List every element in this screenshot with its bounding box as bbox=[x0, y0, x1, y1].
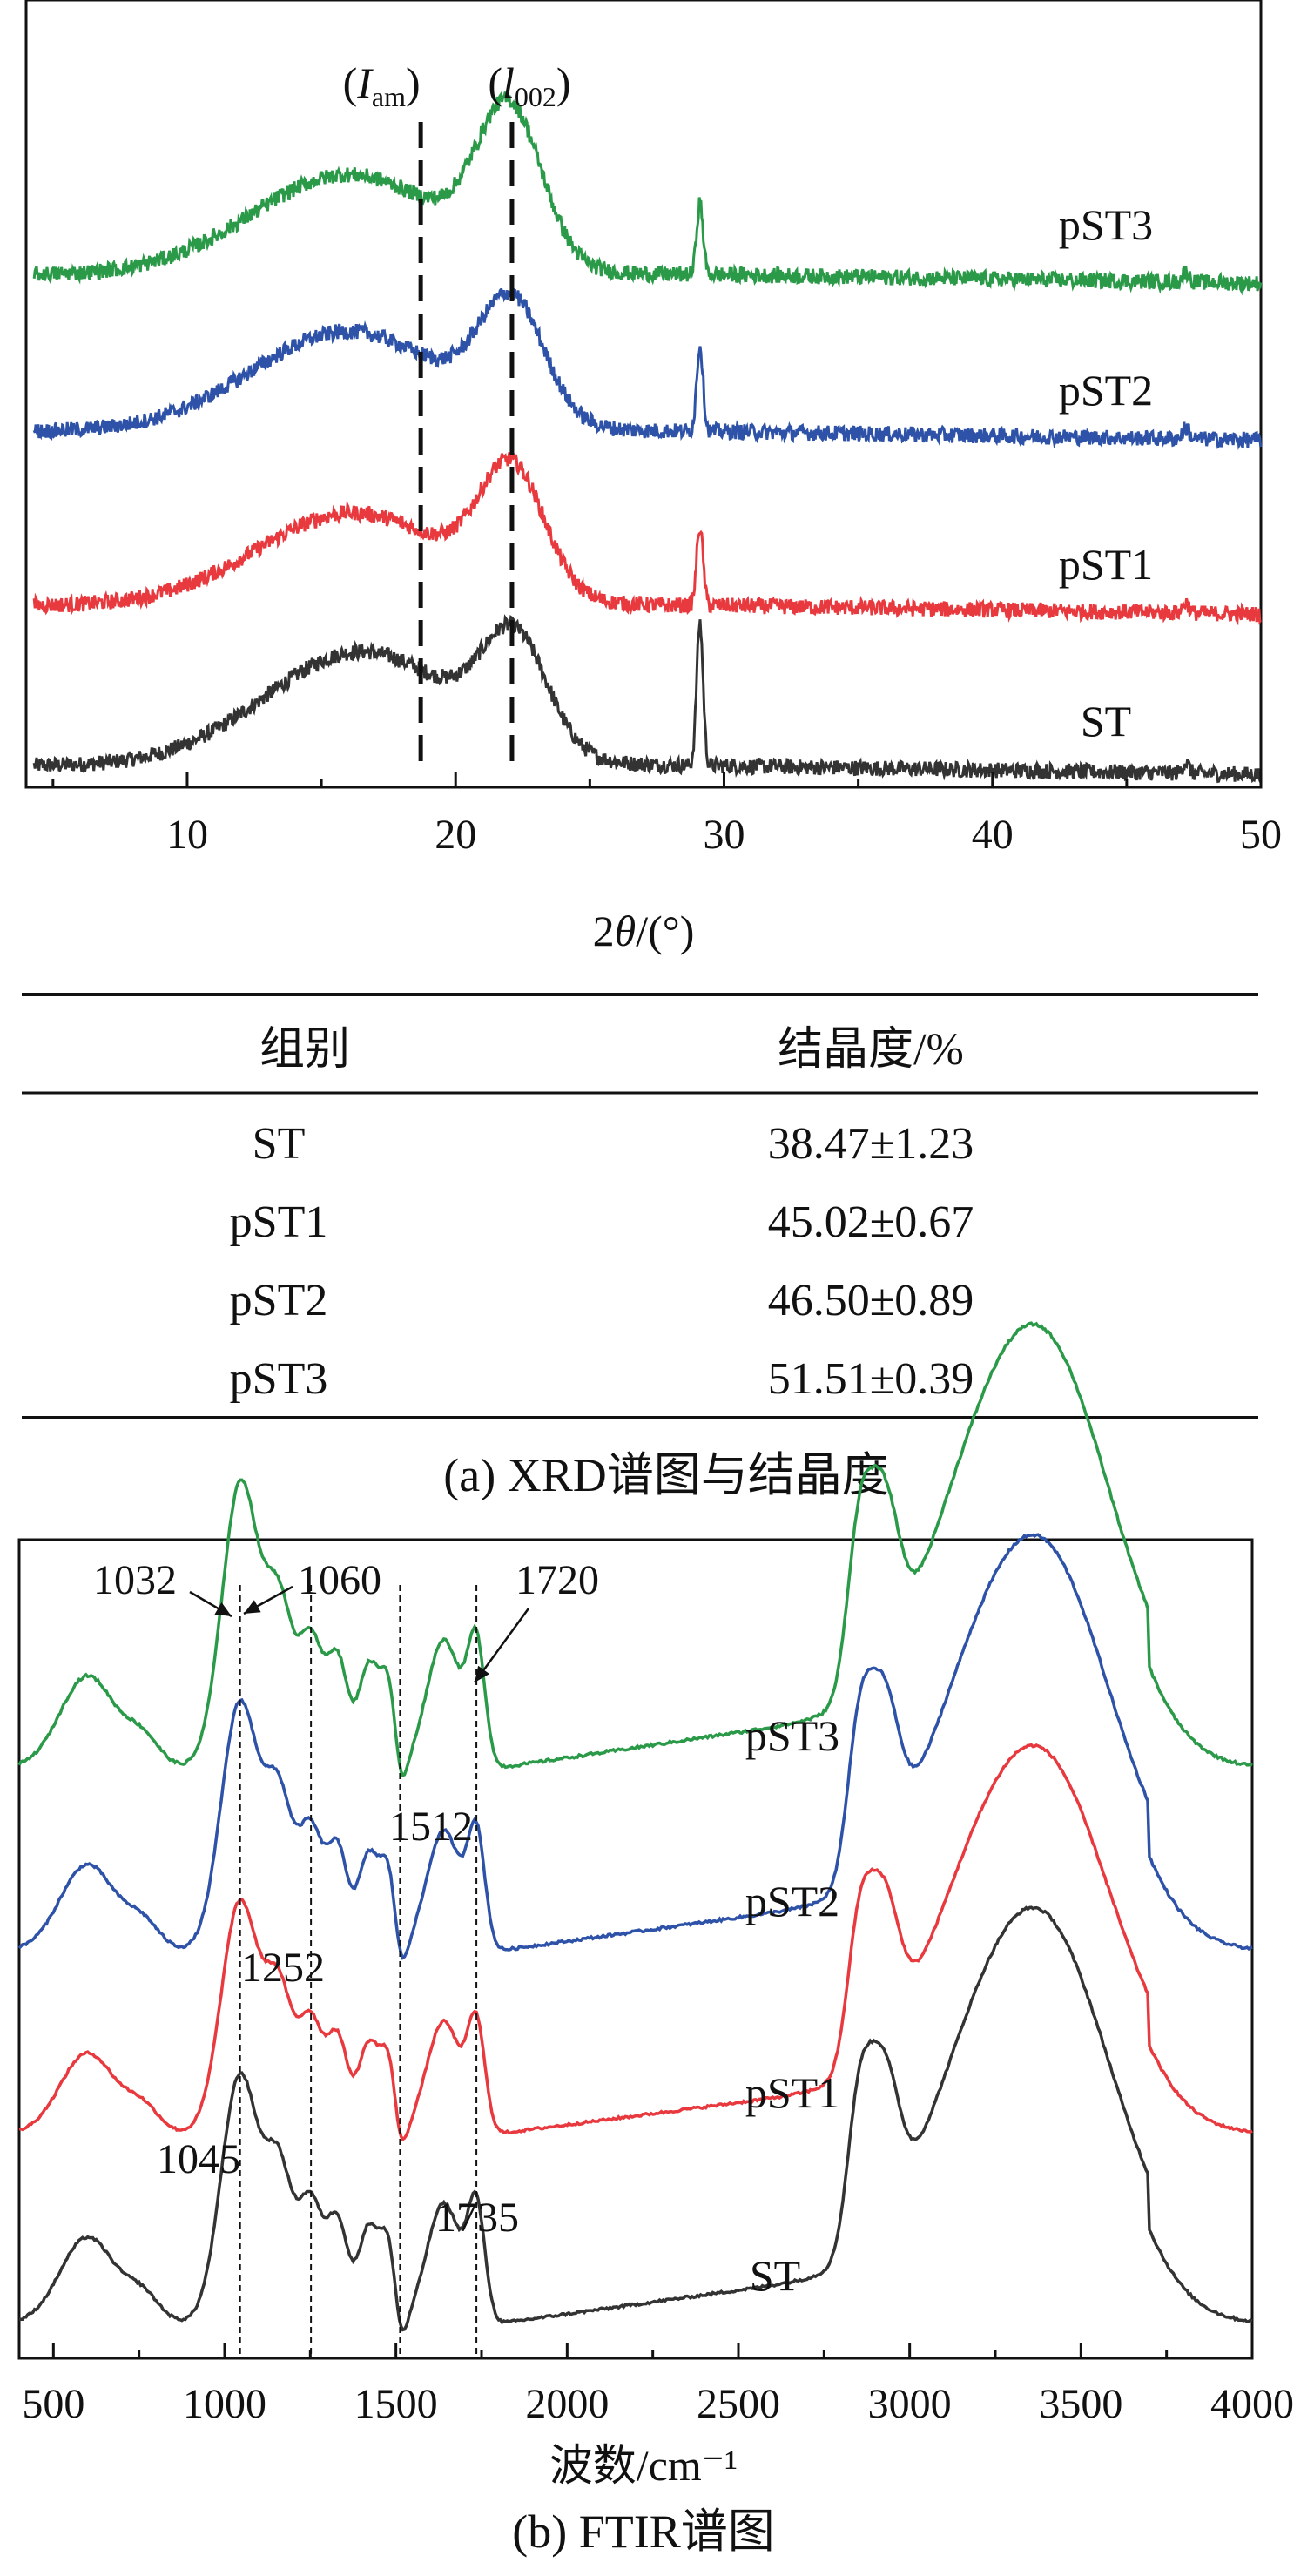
xrd-x-tick-label: 40 bbox=[972, 812, 1014, 858]
table-cell-crystallinity: 46.50±0.89 bbox=[768, 1276, 974, 1325]
xrd-series-label-pst1: pST1 bbox=[1059, 540, 1153, 589]
table-header-group: 组别 bbox=[259, 1025, 350, 1075]
xrd-plot-frame bbox=[24, 0, 1263, 789]
xrd-series-label-st: ST bbox=[1081, 697, 1131, 745]
xrd-series-label-pst2: pST2 bbox=[1059, 366, 1153, 415]
table-cell-group: pST1 bbox=[230, 1197, 328, 1247]
xrd-series-pst2 bbox=[32, 287, 1263, 451]
table-cell-crystallinity: 38.47±1.23 bbox=[768, 1119, 974, 1169]
ftir-series-label-pst2: pST2 bbox=[745, 1877, 839, 1925]
table-header-crystallinity: 结晶度/% bbox=[778, 1025, 964, 1075]
ftir-chart: 500 1000 1500 2000 2500 3000 3500 4000 ST pST1 pS… bbox=[17, 1321, 1294, 2490]
table-cell-crystallinity: 51.51±0.39 bbox=[768, 1354, 974, 1404]
ftir-series-pst1 bbox=[18, 1743, 1253, 2142]
ftir-annotation-arrowhead-1 bbox=[214, 1602, 232, 1616]
xrd-chart: (Iam) (l002) 10 20 30 40 50 ST pST1 pST2 pST3 2θ… bbox=[24, 0, 1282, 955]
ftir-x-tick-label: 4000 bbox=[1210, 2381, 1294, 2427]
xrd-x-tick-label: 20 bbox=[435, 812, 476, 858]
xrd-x-tick-label: 30 bbox=[703, 812, 745, 858]
table-cell-crystallinity: 45.02±0.67 bbox=[768, 1197, 974, 1247]
xrd-x-tick-label: 50 bbox=[1240, 812, 1282, 858]
ftir-series-pst2 bbox=[17, 1533, 1253, 1960]
ftir-peak-label-1512: 1512 bbox=[389, 1804, 473, 1850]
ftir-peak-label-1735: 1735 bbox=[435, 2195, 519, 2241]
ftir-x-tick-label: 1500 bbox=[354, 2381, 438, 2427]
xrd-series-pst3 bbox=[32, 90, 1263, 296]
ftir-x-axis-title: 波数/cm⁻¹ bbox=[549, 2441, 738, 2490]
ftir-peak-label-1252: 1252 bbox=[241, 1945, 325, 1991]
ftir-series-pst3 bbox=[17, 1321, 1253, 1778]
crystallinity-table: 组别 结晶度/% ST 38.47±1.23 pST1 45.02±0.67 pST2 4… bbox=[22, 993, 1258, 1419]
xrd-reference-label-2: (l002) bbox=[488, 58, 570, 112]
ftir-x-tick-label: 3000 bbox=[868, 2381, 952, 2427]
xrd-series-label-pst3: pST3 bbox=[1059, 200, 1153, 249]
ftir-plot-frame bbox=[17, 1538, 1254, 2360]
ftir-series-label-st: ST bbox=[750, 2251, 800, 2300]
ftir-peak-label-1045: 1045 bbox=[157, 2136, 240, 2182]
ftir-series-label-pst3: pST3 bbox=[745, 1711, 839, 1760]
ftir-series-label-pst1: pST1 bbox=[745, 2068, 839, 2117]
table-cell-group: ST bbox=[253, 1119, 306, 1169]
ftir-peak-label-1720: 1720 bbox=[515, 1557, 599, 1603]
xrd-series-st bbox=[32, 614, 1263, 784]
ftir-annotation-arrowhead-2 bbox=[244, 1600, 261, 1614]
ftir-x-tick-label: 2500 bbox=[697, 2381, 780, 2427]
xrd-x-tick-label: 10 bbox=[166, 812, 208, 858]
xrd-series-pst1 bbox=[32, 452, 1262, 626]
ftir-x-tick-label: 500 bbox=[22, 2381, 84, 2427]
ftir-peak-label-1060: 1060 bbox=[298, 1557, 381, 1603]
ftir-x-tick-label: 3500 bbox=[1039, 2381, 1122, 2427]
caption-b: (b) FTIR谱图 bbox=[512, 2505, 774, 2558]
ftir-series-st bbox=[18, 1905, 1253, 2332]
ftir-x-tick-label: 2000 bbox=[525, 2381, 609, 2427]
table-cell-group: pST3 bbox=[230, 1354, 328, 1404]
xrd-reference-label-1: (Iam) bbox=[343, 58, 421, 112]
ftir-annotation-arrowhead-3 bbox=[475, 1665, 490, 1682]
xrd-x-axis-title: 2θ/(°) bbox=[593, 907, 695, 955]
ftir-x-tick-label: 1000 bbox=[183, 2381, 266, 2427]
caption-a: (a) XRD谱图与结晶度 bbox=[443, 1449, 888, 1501]
table-cell-group: pST2 bbox=[230, 1276, 328, 1325]
ftir-peak-label-1032: 1032 bbox=[93, 1557, 177, 1603]
